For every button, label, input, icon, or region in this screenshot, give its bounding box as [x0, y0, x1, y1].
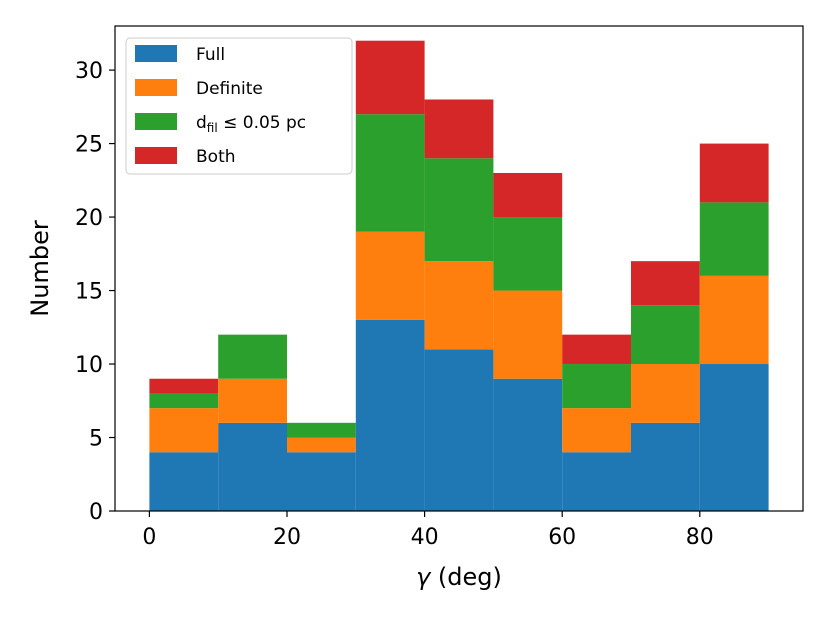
x-tick-label: 20 — [273, 525, 301, 550]
legend-swatch — [135, 113, 177, 130]
bar-definite-bin-8 — [699, 275, 769, 365]
bar-dfil-0-05-pc-bin-0 — [149, 393, 219, 409]
legend: Full Definite dfil ≤ 0.05 pc Both — [125, 37, 353, 175]
bar-both-bin-6 — [562, 334, 631, 365]
legend-label: Both — [196, 147, 236, 167]
bar-both-bin-7 — [631, 261, 700, 306]
legend-swatch — [135, 45, 177, 62]
bar-full-bin-4 — [424, 349, 494, 511]
bar-full-bin-3 — [355, 319, 425, 511]
bar-definite-bin-5 — [493, 290, 563, 379]
x-tick-label: 40 — [411, 525, 439, 550]
plot-frame — [114, 25, 804, 512]
bar-both-bin-3 — [355, 40, 425, 115]
bar-dfil-0-05-pc-bin-2 — [287, 422, 356, 438]
bar-full-bin-8 — [699, 364, 769, 511]
x-tick-label: 0 — [142, 525, 156, 550]
y-tick-label: 10 — [75, 353, 103, 378]
bar-definite-bin-4 — [424, 261, 494, 350]
legend-box — [125, 37, 353, 175]
y-tick-label: 5 — [89, 427, 103, 452]
bar-definite-bin-7 — [631, 364, 700, 423]
bar-both-bin-4 — [424, 99, 494, 159]
bar-dfil-0-05-pc-bin-4 — [424, 158, 494, 262]
y-tick-label: 25 — [75, 133, 103, 158]
legend-label: Definite — [196, 79, 263, 99]
bar-dfil-0-05-pc-bin-6 — [562, 364, 631, 409]
bar-dfil-0-05-pc-bin-3 — [355, 114, 425, 232]
bar-definite-bin-6 — [562, 408, 631, 453]
x-axis-ticks: 0 20 40 60 80 — [142, 511, 714, 550]
bar-dfil-0-05-pc-bin-8 — [699, 202, 769, 276]
bar-dfil-0-05-pc-bin-5 — [493, 217, 563, 291]
y-tick-label: 0 — [89, 500, 103, 525]
bar-full-bin-0 — [149, 452, 219, 511]
y-axis-ticks: 0 5 10 15 20 25 30 — [75, 59, 115, 525]
bar-full-bin-6 — [562, 452, 631, 511]
bar-definite-bin-2 — [287, 437, 356, 453]
bar-both-bin-8 — [699, 143, 769, 203]
y-tick-label: 15 — [75, 280, 103, 305]
x-tick-label: 60 — [548, 525, 576, 550]
bar-both-bin-0 — [149, 378, 219, 394]
legend-label: dfil ≤ 0.05 pc — [196, 113, 306, 135]
bar-both-bin-5 — [493, 172, 563, 218]
legend-swatch — [135, 147, 177, 164]
bar-dfil-0-05-pc-bin-1 — [218, 334, 287, 379]
x-axis-label-symbol: γ — [416, 563, 432, 591]
bar-full-bin-7 — [631, 422, 700, 511]
bars-layer — [149, 40, 769, 511]
y-tick-label: 20 — [75, 206, 103, 231]
bar-definite-bin-0 — [149, 408, 219, 453]
y-axis-label: Number — [26, 220, 54, 317]
x-axis-label-unit: (deg) — [430, 563, 502, 591]
bar-full-bin-1 — [218, 422, 287, 511]
legend-swatch — [135, 79, 177, 96]
x-tick-label: 80 — [686, 525, 714, 550]
bar-definite-bin-3 — [355, 231, 425, 320]
bar-full-bin-5 — [493, 378, 563, 511]
bar-full-bin-2 — [287, 452, 356, 511]
y-tick-label: 30 — [75, 59, 103, 84]
bar-definite-bin-1 — [218, 378, 287, 423]
legend-label: Full — [196, 45, 225, 65]
bar-dfil-0-05-pc-bin-7 — [631, 305, 700, 365]
x-axis-label: γ (deg) — [416, 563, 502, 591]
